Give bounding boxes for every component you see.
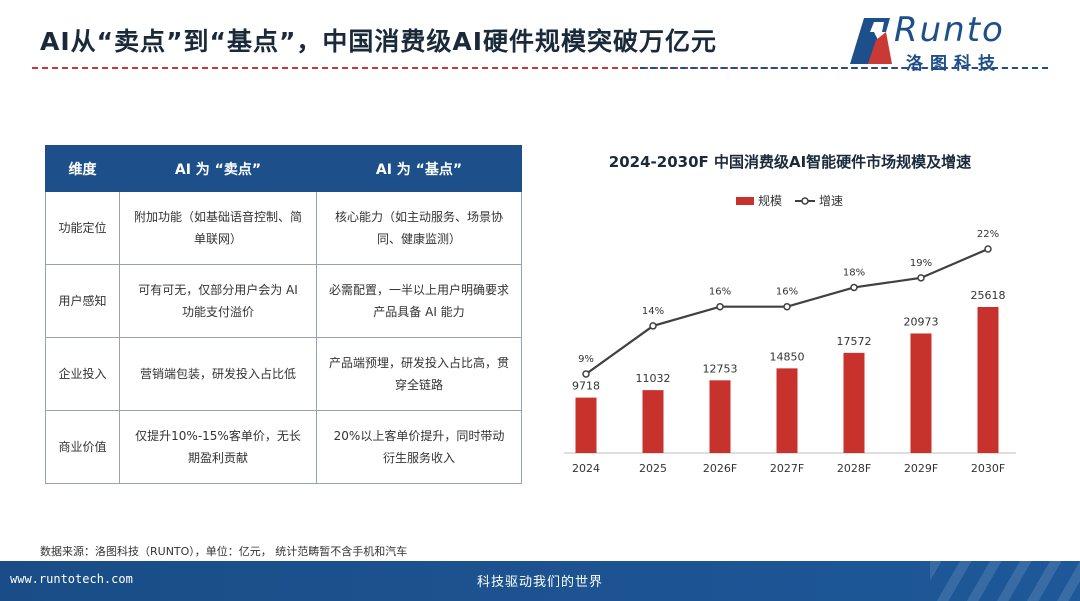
table-row: 商业价值 仅提升10%-15%客单价，无长期盈利贡献 20%以上客单价提升，同时… [45, 410, 522, 484]
table-cell: 产品端预埋，研发投入占比高，贯穿全链路 [316, 337, 522, 411]
runto-r-mark-icon [850, 18, 892, 64]
x-tick-label: 2028F [837, 462, 871, 475]
x-tick-label: 2027F [770, 462, 804, 475]
bar [642, 390, 664, 453]
x-tick-label: 2024 [572, 462, 600, 475]
growth-point [850, 283, 858, 292]
growth-point [582, 370, 590, 378]
bar [977, 307, 999, 453]
footer-slogan: 科技驱动我们的世界 [476, 575, 603, 590]
header-divider-blue [640, 67, 1048, 69]
growth-value-label: 18% [843, 267, 865, 278]
table-row: 用户感知 可有可无，仅部分用户会为 AI 功能支付溢价 必需配置，一半以上用户明… [45, 264, 522, 338]
growth-point [917, 274, 925, 282]
market-size-chart: 2024-2030F 中国消费级AI智能硬件市场规模及增速 规模 增速 9718… [564, 153, 1016, 475]
table-cell: 仅提升10%-15%客单价，无长期盈利贡献 [119, 410, 317, 484]
table-cell: 可有可无，仅部分用户会为 AI 功能支付溢价 [119, 264, 317, 338]
growth-value-label: 19% [910, 258, 932, 269]
table-cell-dimension: 商业价值 [45, 410, 120, 484]
bar-value-label: 12753 [703, 362, 738, 375]
legend-marker-growth [801, 197, 809, 205]
bar-value-label: 9718 [572, 380, 600, 393]
growth-point [716, 302, 724, 311]
header-divider-red [32, 67, 1048, 69]
table-cell: 核心能力（如主动服务、场景协同、健康监测） [316, 191, 522, 265]
bar-value-label: 17572 [837, 335, 872, 348]
comparison-table: 维度 AI 为 “卖点” AI 为 “基点” 功能定位 附加功能（如基础语音控制… [45, 145, 522, 484]
table-row: 企业投入 营销端包装，研发投入占比低 产品端预埋，研发投入占比高，贯穿全链路 [45, 337, 522, 411]
legend-label-scale: 规模 [758, 193, 782, 208]
table-header-selling-point: AI 为 “卖点” [119, 145, 317, 192]
table-header-dimension: 维度 [45, 145, 120, 192]
table-cell-dimension: 企业投入 [45, 337, 120, 411]
chart-title: 2024-2030F 中国消费级AI智能硬件市场规模及增速 [609, 153, 971, 171]
table-cell: 营销端包装，研发投入占比低 [119, 337, 317, 411]
bar-value-label: 11032 [636, 372, 671, 385]
chart-legend: 规模 增速 [736, 193, 843, 208]
growth-point [984, 245, 992, 253]
growth-value-label: 14% [642, 306, 664, 317]
growth-point [783, 302, 791, 311]
growth-value-label: 22% [977, 229, 999, 240]
logo-cn-text: 洛图科技 [906, 54, 1002, 74]
table-cell: 附加功能（如基础语音控制、简单联网） [119, 191, 317, 265]
page-title: AI从“卖点”到“基点”，中国消费级AI硬件规模突破万亿元 [40, 27, 718, 56]
table-cell: 必需配置，一半以上用户明确要求产品具备 AI 能力 [316, 264, 522, 338]
growth-point [649, 322, 657, 330]
table-cell: 20%以上客单价提升，同时带动衍生服务收入 [316, 410, 522, 484]
bar [910, 333, 932, 453]
table-cell-dimension: 功能定位 [45, 191, 120, 265]
x-tick-label: 2030F [971, 462, 1005, 475]
bar [843, 352, 865, 453]
table-row: 功能定位 附加功能（如基础语音控制、简单联网） 核心能力（如主动服务、场景协同、… [45, 191, 522, 265]
bar [575, 397, 597, 453]
footer-url: www.runtotech.com [10, 572, 133, 586]
legend-label-growth: 增速 [819, 194, 843, 208]
x-tick-label: 2025 [639, 462, 667, 475]
bar [709, 380, 731, 453]
growth-value-label: 9% [578, 354, 594, 365]
bar-value-label: 20973 [904, 315, 939, 328]
logo-brand-text: Runto [894, 10, 1005, 50]
growth-value-label: 16% [776, 287, 798, 298]
legend-swatch-scale [736, 197, 754, 205]
bar [776, 368, 798, 453]
bar-value-label: 25618 [971, 289, 1006, 302]
table-header-row: 维度 AI 为 “卖点” AI 为 “基点” [45, 145, 522, 192]
footer-decoration [930, 561, 1080, 601]
growth-value-label: 16% [709, 287, 731, 298]
x-tick-label: 2029F [904, 462, 938, 475]
source-note: 数据来源：洛图科技（RUNTO），单位：亿元， 统计范畴暂不含手机和汽车 [40, 545, 408, 558]
x-tick-label: 2026F [703, 462, 737, 475]
footer-bar: www.runtotech.com 科技驱动我们的世界 [0, 561, 1080, 601]
runto-logo: Runto 洛图科技 [846, 10, 1056, 74]
bar-value-label: 14850 [770, 350, 805, 363]
table-header-base-point: AI 为 “基点” [316, 145, 522, 192]
table-cell-dimension: 用户感知 [45, 264, 120, 338]
